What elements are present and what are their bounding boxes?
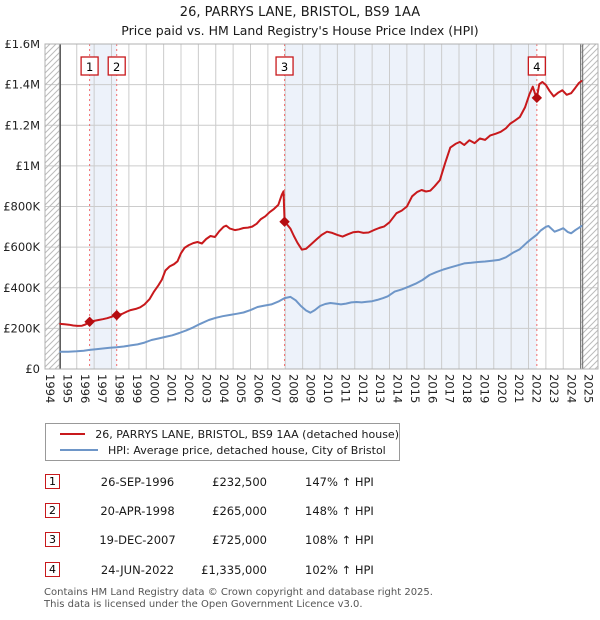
svg-text:2001: 2001 xyxy=(165,374,179,403)
sale-price: £265,000 xyxy=(212,504,267,518)
legend-item-price: 26, PARRYS LANE, BRISTOL, BS9 1AA (detac… xyxy=(46,426,399,442)
y-axis-labels: £0 £200K £400K £600K £800K £1M £1.2M £1.4M £1.6M xyxy=(3,40,40,376)
footer-line-1: Contains HM Land Registry data © Crown c… xyxy=(44,587,433,598)
price-history-chart[interactable]: 1 2 3 4£0£200K£400K£600K£800K£1M£1.2M£1.4M£… xyxy=(0,40,600,418)
svg-text:2004: 2004 xyxy=(217,374,231,403)
page-title: 26, PARRYS LANE, BRISTOL, BS9 1AA xyxy=(179,5,421,20)
sale-number-badge: 2 xyxy=(45,503,60,518)
sale-row-1: 1 26-SEP-1996 £232,500 147% ↑ HPI xyxy=(45,474,405,491)
sale-markers[interactable] xyxy=(84,92,543,327)
svg-text:2019: 2019 xyxy=(477,374,491,403)
sale-number-text: 1 xyxy=(86,60,93,74)
svg-text:£1.6M: £1.6M xyxy=(4,40,40,51)
sale-date: 26-SEP-1996 xyxy=(100,475,175,489)
svg-text:2003: 2003 xyxy=(199,374,213,403)
sale-number-box-3[interactable] xyxy=(275,56,294,76)
sale-marker-3[interactable] xyxy=(279,216,290,227)
x-axis-labels: 1994 1995 1996 1997 1998 1999 2000 2001 2002 2003… xyxy=(43,374,600,403)
svg-text:2010: 2010 xyxy=(321,374,335,403)
svg-text:£200K: £200K xyxy=(3,321,40,335)
svg-text:1999: 1999 xyxy=(130,374,144,403)
no-data-hatch xyxy=(45,44,598,369)
sale-vs-hpi: 148% ↑ HPI xyxy=(305,504,374,518)
sale-marker-4[interactable] xyxy=(531,92,543,104)
svg-text:2012: 2012 xyxy=(356,374,370,403)
sale-row-3: 3 19-DEC-2007 £725,000 108% ↑ HPI xyxy=(45,532,405,549)
svg-text:£1.2M: £1.2M xyxy=(4,118,40,132)
sale-date: 20-APR-1998 xyxy=(100,504,175,518)
sale-vs-hpi: 102% ↑ HPI xyxy=(305,563,374,577)
sale-price: £725,000 xyxy=(212,533,267,547)
svg-text:1996: 1996 xyxy=(78,374,92,403)
svg-text:£1.4M: £1.4M xyxy=(4,78,40,92)
sale-number-box-4[interactable] xyxy=(527,56,546,76)
sale-date: 24-JUN-2022 xyxy=(100,563,175,577)
svg-text:2008: 2008 xyxy=(286,374,300,403)
svg-text:2022: 2022 xyxy=(530,374,544,403)
sale-price: £232,500 xyxy=(212,475,267,489)
sale-number-badge: 4 xyxy=(45,562,60,577)
sale-vs-hpi: 147% ↑ HPI xyxy=(305,475,374,489)
sale-number-badge: 1 xyxy=(45,474,60,489)
svg-text:1995: 1995 xyxy=(60,374,74,403)
svg-text:2021: 2021 xyxy=(512,374,526,403)
legend-label: 26, PARRYS LANE, BRISTOL, BS9 1AA (detac… xyxy=(95,427,399,441)
svg-text:2013: 2013 xyxy=(373,374,387,403)
sale-number-boxes[interactable]: 1 2 3 4 xyxy=(80,56,546,76)
svg-text:2023: 2023 xyxy=(547,374,561,403)
license-footer: Contains HM Land Registry data © Crown c… xyxy=(44,587,433,610)
legend-item-hpi: HPI: Average price, detached house, City… xyxy=(46,442,399,458)
svg-text:1994: 1994 xyxy=(43,374,57,403)
svg-text:£1M: £1M xyxy=(15,159,40,173)
svg-text:£800K: £800K xyxy=(3,200,40,214)
sale-number-box-2[interactable] xyxy=(107,56,126,76)
svg-text:2024: 2024 xyxy=(564,374,578,403)
sale-vs-hpi: 108% ↑ HPI xyxy=(305,533,374,547)
legend-label: HPI: Average price, detached house, City… xyxy=(108,443,386,457)
hpi-line xyxy=(59,225,583,353)
svg-text:2005: 2005 xyxy=(234,374,248,403)
sale-date: 19-DEC-2007 xyxy=(99,533,176,547)
plot-area[interactable] xyxy=(42,44,598,369)
gridlines xyxy=(45,44,598,369)
svg-text:2006: 2006 xyxy=(252,374,266,403)
sale-number-text: 3 xyxy=(281,60,288,74)
sale-row-4: 4 24-JUN-2022 £1,335,000 102% ↑ HPI xyxy=(45,562,405,579)
sale-number-text: 4 xyxy=(533,60,540,74)
svg-text:1997: 1997 xyxy=(95,374,109,403)
svg-text:2020: 2020 xyxy=(495,374,509,403)
svg-text:£0: £0 xyxy=(25,362,40,376)
svg-text:2025: 2025 xyxy=(582,374,596,403)
svg-text:2011: 2011 xyxy=(338,374,352,403)
sale-number-box-1[interactable] xyxy=(80,56,99,76)
svg-text:2018: 2018 xyxy=(460,374,474,403)
sale-marker-2[interactable] xyxy=(111,309,122,321)
svg-text:2000: 2000 xyxy=(147,374,161,403)
footer-line-2: This data is licensed under the Open Gov… xyxy=(44,598,363,610)
svg-text:2017: 2017 xyxy=(443,374,457,403)
sale-number-badge: 3 xyxy=(45,532,60,547)
svg-text:2016: 2016 xyxy=(425,374,439,403)
svg-text:£600K: £600K xyxy=(3,240,40,254)
plot-border xyxy=(44,43,599,370)
svg-text:2007: 2007 xyxy=(269,374,283,403)
chart-legend: 26, PARRYS LANE, BRISTOL, BS9 1AA (detac… xyxy=(45,423,400,461)
svg-text:2002: 2002 xyxy=(182,374,196,403)
page-subtitle: Price paid vs. HM Land Registry's House … xyxy=(121,23,479,38)
sale-row-2: 2 20-APR-1998 £265,000 148% ↑ HPI xyxy=(45,503,405,520)
chart-titles: 26, PARRYS LANE, BRISTOL, BS9 1AA Price … xyxy=(0,3,600,39)
svg-text:2009: 2009 xyxy=(304,374,318,403)
sale-price: £1,335,000 xyxy=(201,563,267,577)
svg-text:1998: 1998 xyxy=(113,374,127,403)
svg-text:2015: 2015 xyxy=(408,374,422,403)
hpi-line-swatch-icon xyxy=(60,449,98,451)
svg-text:£400K: £400K xyxy=(3,281,40,295)
sale-marker-1[interactable] xyxy=(84,316,95,327)
svg-text:2014: 2014 xyxy=(391,374,405,403)
price-paid-line xyxy=(59,80,583,327)
price-line-swatch-icon xyxy=(60,433,86,435)
sale-number-text: 2 xyxy=(113,60,120,74)
